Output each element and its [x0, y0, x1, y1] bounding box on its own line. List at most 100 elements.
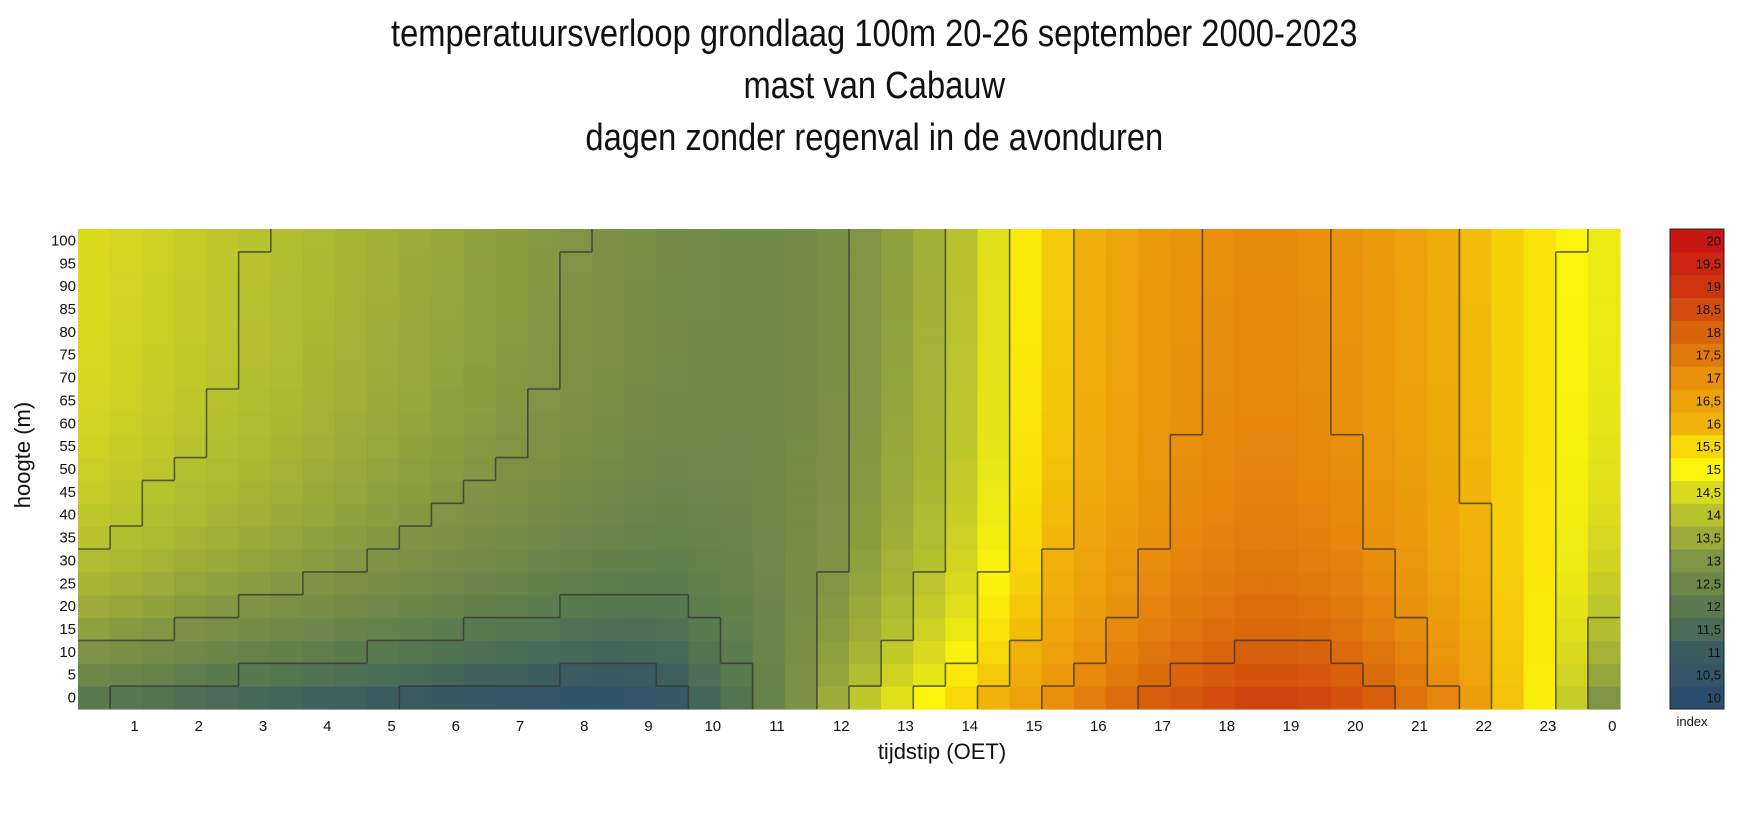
heatmap-cell	[78, 320, 111, 344]
heatmap-cell	[367, 457, 400, 482]
heatmap-cell	[110, 617, 143, 642]
heatmap-cell	[624, 663, 657, 687]
heatmap-cell	[752, 686, 786, 710]
heatmap-cell	[1523, 366, 1557, 390]
heatmap-cell	[1459, 526, 1493, 550]
heatmap-cell	[1587, 389, 1621, 413]
heatmap-cell	[463, 480, 497, 504]
heatmap-cell	[527, 663, 561, 687]
heatmap-cell	[1106, 297, 1139, 322]
heatmap-cell	[1009, 229, 1043, 253]
heatmap-cell	[1330, 320, 1364, 344]
heatmap-cell	[399, 251, 432, 276]
heatmap-cell	[1523, 480, 1557, 504]
heatmap-cell	[881, 274, 914, 299]
heatmap-cell	[495, 503, 529, 527]
heatmap-cell	[1202, 274, 1236, 299]
heatmap-cell	[816, 640, 850, 664]
heatmap-cell	[495, 640, 529, 664]
heatmap-cell	[431, 686, 465, 710]
heatmap-cell	[945, 686, 979, 710]
heatmap-cell	[1170, 366, 1203, 390]
y-tick-label: 15	[59, 621, 76, 638]
heatmap-cell	[335, 549, 368, 573]
heatmap-cell	[592, 503, 625, 527]
heatmap-cell	[1298, 617, 1332, 642]
heatmap-cell	[624, 411, 657, 436]
heatmap-cell	[977, 297, 1011, 322]
heatmap-cell	[1138, 640, 1171, 664]
heatmap-cell	[527, 366, 561, 390]
heatmap-cell	[1523, 549, 1557, 573]
heatmap-cell	[945, 503, 979, 527]
heatmap-cell	[238, 549, 272, 573]
heatmap-cell	[1555, 686, 1589, 710]
heatmap-cell	[1395, 297, 1428, 322]
heatmap-cell	[624, 274, 657, 299]
heatmap-cell	[1234, 663, 1268, 687]
heatmap-cell	[1491, 503, 1525, 527]
heatmap-cell	[688, 229, 722, 253]
heatmap-cell	[720, 251, 754, 276]
heatmap-cell	[367, 663, 400, 687]
heatmap-cell	[1170, 571, 1203, 596]
heatmap-cell	[913, 434, 946, 459]
heatmap-cell	[1427, 434, 1460, 459]
chart-titles: temperatuursverloop grondlaag 100m 20-26…	[0, 8, 1750, 164]
heatmap-cell	[913, 640, 946, 664]
colorbar-swatch	[1670, 297, 1724, 321]
heatmap-cell	[784, 480, 818, 504]
heatmap-cell	[238, 617, 272, 642]
heatmap-cell	[849, 389, 882, 413]
heatmap-cell	[1427, 549, 1460, 573]
heatmap-cell	[849, 549, 882, 573]
heatmap-cell	[752, 503, 786, 527]
heatmap-cell	[881, 389, 914, 413]
heatmap-cell	[527, 251, 561, 276]
heatmap-cell	[1330, 389, 1364, 413]
heatmap-cell	[495, 366, 529, 390]
heatmap-cell	[1555, 457, 1589, 482]
heatmap-cell	[1330, 411, 1364, 436]
heatmap-cell	[110, 480, 143, 504]
heatmap-cell	[559, 229, 593, 253]
heatmap-cell	[720, 571, 754, 596]
heatmap-cell	[1234, 457, 1268, 482]
heatmap-cell	[142, 594, 175, 619]
heatmap-cell	[913, 343, 946, 367]
heatmap-cell	[527, 274, 561, 299]
heatmap-cell	[238, 663, 272, 687]
heatmap-cell	[1491, 411, 1525, 436]
heatmap-cell	[688, 686, 722, 710]
heatmap-cell	[1170, 297, 1203, 322]
heatmap-cell	[1106, 549, 1139, 573]
heatmap-cell	[784, 411, 818, 436]
x-axis-label: tijdstip (OET)	[878, 739, 1006, 764]
heatmap-cell	[945, 549, 979, 573]
heatmap-cell	[463, 686, 497, 710]
heatmap-cell	[1041, 389, 1075, 413]
heatmap-cell	[302, 251, 336, 276]
heatmap-cell	[527, 411, 561, 436]
heatmap-cell	[784, 571, 818, 596]
heatmap-cell	[1395, 617, 1428, 642]
heatmap-cell	[1459, 549, 1493, 573]
heatmap-cell	[527, 503, 561, 527]
heatmap-cell	[78, 686, 111, 710]
heatmap-cell	[752, 571, 786, 596]
heatmap-cell	[816, 549, 850, 573]
heatmap-cell	[1138, 549, 1171, 573]
heatmap-cell	[624, 503, 657, 527]
heatmap-cell	[110, 686, 143, 710]
heatmap-cell	[784, 526, 818, 550]
heatmap-cell	[1170, 526, 1203, 550]
heatmap-cell	[1395, 457, 1428, 482]
heatmap-cell	[1363, 343, 1396, 367]
heatmap-cell	[335, 389, 368, 413]
heatmap-cell	[206, 549, 240, 573]
heatmap-cell	[1395, 503, 1428, 527]
heatmap-cell	[463, 571, 497, 596]
heatmap-cell	[720, 274, 754, 299]
heatmap-cell	[78, 526, 111, 550]
colorbar-label: 18	[1707, 325, 1721, 340]
